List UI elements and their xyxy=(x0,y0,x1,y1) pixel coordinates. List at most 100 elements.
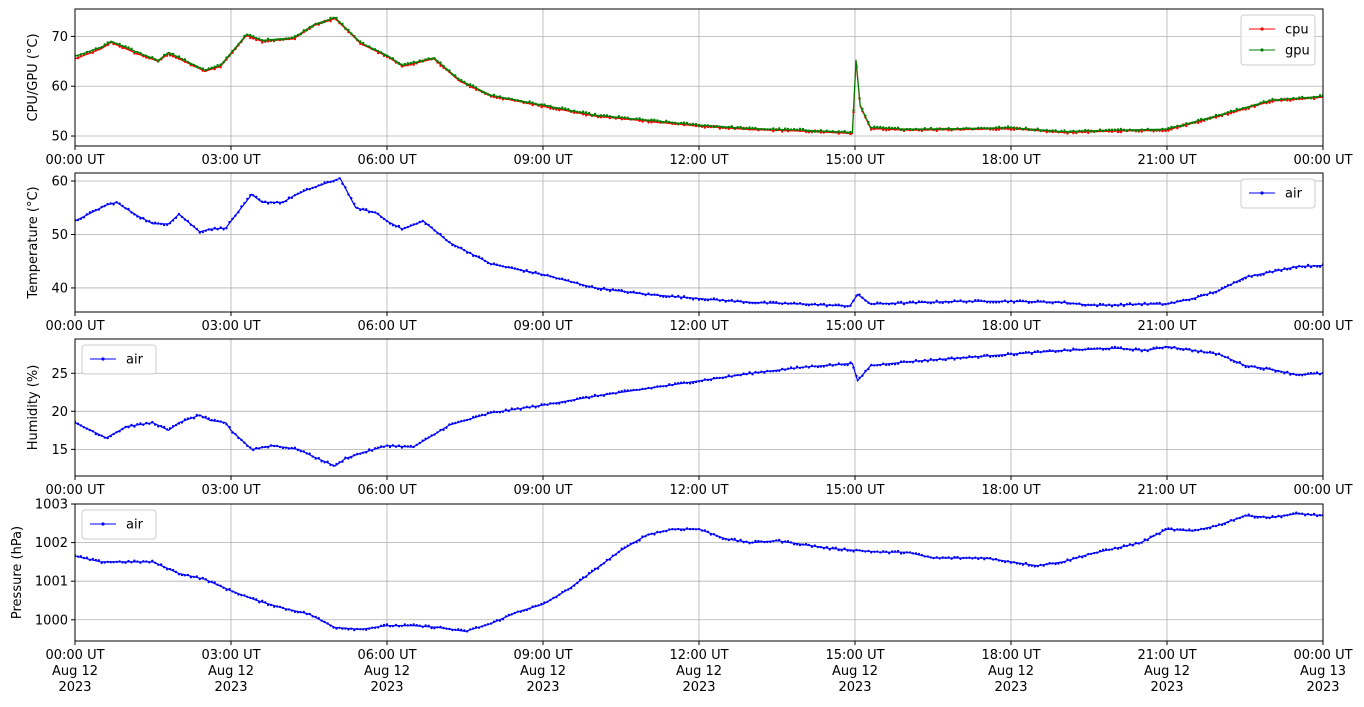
data-point xyxy=(252,194,255,197)
data-point xyxy=(388,625,392,628)
data-point xyxy=(914,127,918,131)
data-point xyxy=(587,111,591,115)
data-point xyxy=(323,181,326,184)
data-point xyxy=(82,426,86,429)
data-point xyxy=(1176,528,1179,531)
data-point xyxy=(391,624,395,628)
data-point xyxy=(302,29,305,32)
data-point xyxy=(1018,351,1022,355)
data-point xyxy=(189,576,193,579)
data-point xyxy=(433,57,436,60)
data-point xyxy=(959,357,962,360)
data-point xyxy=(1063,300,1066,303)
data-point xyxy=(641,120,644,123)
data-point xyxy=(168,222,172,225)
data-point xyxy=(1214,291,1218,294)
data-point xyxy=(677,294,680,298)
data-point xyxy=(653,386,656,389)
data-point xyxy=(189,416,193,419)
data-point xyxy=(195,575,198,578)
data-point xyxy=(668,528,671,531)
data-point xyxy=(338,461,341,464)
data-point xyxy=(85,213,89,216)
data-point xyxy=(581,113,585,116)
data-point xyxy=(1259,274,1262,277)
data-point xyxy=(1057,130,1060,134)
data-point xyxy=(424,437,427,440)
data-point xyxy=(1238,279,1242,283)
data-point xyxy=(284,37,288,40)
data-point xyxy=(1205,527,1209,530)
data-point xyxy=(1217,523,1221,526)
data-point xyxy=(311,615,314,618)
data-point xyxy=(266,40,270,43)
data-point xyxy=(1318,94,1322,97)
data-point xyxy=(1081,129,1084,133)
data-point xyxy=(382,445,386,448)
data-point xyxy=(994,301,998,304)
data-point xyxy=(635,388,638,392)
data-point xyxy=(385,623,389,626)
data-point xyxy=(359,628,362,631)
data-point xyxy=(91,209,95,213)
data-point xyxy=(953,556,956,559)
data-point xyxy=(344,627,347,630)
data-point xyxy=(1137,129,1141,132)
data-point xyxy=(1107,130,1111,133)
data-point xyxy=(656,530,659,534)
data-point xyxy=(855,374,858,378)
data-point xyxy=(326,622,329,625)
data-point xyxy=(932,128,935,131)
data-point xyxy=(1027,564,1031,567)
data-point xyxy=(733,374,736,377)
data-point xyxy=(341,460,344,463)
data-point xyxy=(1185,347,1188,350)
data-point xyxy=(278,38,282,41)
data-point xyxy=(629,389,632,392)
data-point xyxy=(118,430,121,433)
data-point xyxy=(1006,352,1010,355)
data-point xyxy=(424,624,427,627)
data-point xyxy=(650,121,653,124)
data-point xyxy=(685,381,689,385)
data-point xyxy=(546,104,549,108)
data-point xyxy=(813,544,817,547)
data-point xyxy=(1024,351,1028,354)
legend-label-gpu: gpu xyxy=(1285,44,1310,59)
data-point xyxy=(727,374,730,377)
data-point xyxy=(1182,348,1185,352)
data-point xyxy=(873,364,876,367)
data-point xyxy=(1312,95,1316,99)
data-point xyxy=(382,217,386,221)
data-point xyxy=(1018,127,1022,130)
data-point xyxy=(469,251,472,255)
data-point xyxy=(1125,347,1129,351)
data-point xyxy=(504,97,508,100)
data-point xyxy=(492,95,496,99)
data-point xyxy=(840,363,843,366)
data-point xyxy=(531,404,534,407)
data-point xyxy=(1066,302,1069,305)
data-point xyxy=(691,298,695,301)
data-point xyxy=(1241,363,1245,367)
y-tick-label: 40 xyxy=(51,281,68,296)
legend-box xyxy=(1240,178,1316,209)
data-point xyxy=(528,406,531,409)
data-point xyxy=(106,560,109,564)
data-point xyxy=(1075,131,1078,134)
data-point xyxy=(1060,301,1063,305)
data-point xyxy=(240,205,243,208)
data-point xyxy=(543,601,546,604)
data-point xyxy=(570,280,573,284)
data-point xyxy=(1292,265,1295,269)
data-point xyxy=(834,546,837,549)
data-point xyxy=(472,627,475,630)
data-point xyxy=(680,297,683,300)
x-date-label: Aug 12 xyxy=(364,664,410,679)
x-year-label: 2023 xyxy=(214,680,247,695)
data-point xyxy=(1030,128,1034,131)
data-point xyxy=(757,371,760,374)
x-tick-label: 21:00 UT xyxy=(1137,153,1196,168)
data-point xyxy=(549,104,552,108)
data-point xyxy=(1078,302,1081,305)
